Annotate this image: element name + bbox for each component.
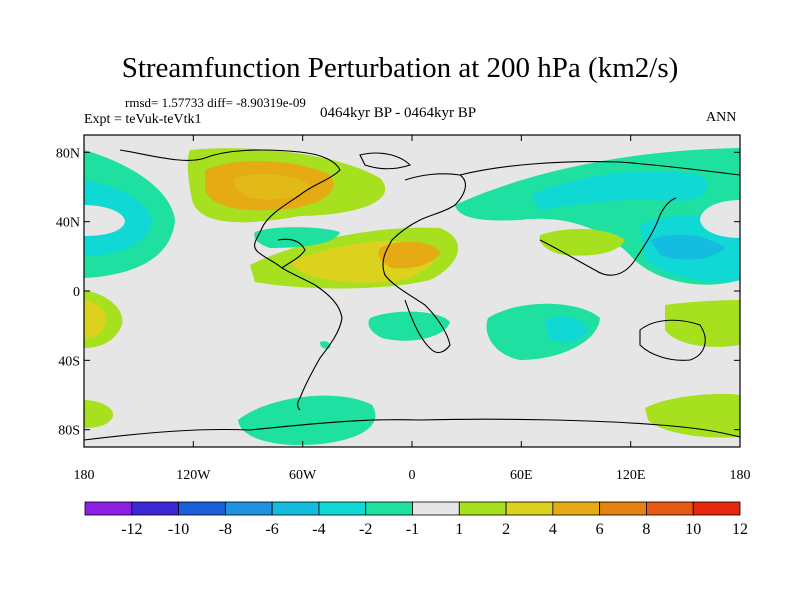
lat-tick-label: 80S [58, 424, 80, 439]
colorbar-swatch [458, 501, 507, 516]
americas-coastline [119, 149, 343, 411]
colorbar-swatch [224, 501, 273, 516]
experiment-label: Expt = teVuk-teVtk1 [84, 112, 202, 127]
lon-tick-label: 180 [730, 468, 751, 483]
colorbar-swatch [84, 501, 133, 516]
colorbar-label: 6 [596, 521, 604, 538]
contour-region [368, 311, 450, 341]
colorbar-label: -8 [219, 521, 232, 538]
lat-tick-label: 0 [73, 285, 80, 300]
colorbar-label: -10 [168, 521, 189, 538]
central-america-coastline [277, 238, 306, 269]
colorbar-swatch [271, 501, 320, 516]
contour-region [530, 171, 708, 210]
colorbar-label: -12 [121, 521, 142, 538]
period-label: 0464kyr BP - 0464kyr BP [320, 105, 477, 121]
colorbar-label: -6 [265, 521, 278, 538]
season-label: ANN [706, 110, 737, 125]
antarctica-coastline [84, 418, 740, 441]
lat-axis: 80N 40N 0 40S 80S [56, 146, 740, 439]
lon-tick-label: 60E [510, 468, 533, 483]
colorbar-swatch [365, 501, 413, 516]
stats-label: rmsd= 1.57733 diff= -8.90319e-09 [125, 95, 306, 110]
colorbar-label: 8 [642, 521, 650, 538]
contour-region [665, 300, 740, 347]
colorbar-swatch [646, 501, 694, 516]
colorbar-label: -2 [359, 521, 372, 538]
contour-region [234, 174, 310, 200]
lon-tick-label: 0 [409, 468, 416, 483]
asia-south-coastline [539, 197, 677, 276]
contour-region [84, 205, 125, 236]
contour-region [545, 316, 588, 343]
colorbar-swatch [505, 501, 554, 516]
colorbar-label: -4 [312, 521, 325, 538]
lon-tick-label: 60W [289, 468, 317, 483]
contour-region [645, 393, 740, 438]
colorbar-swatch [599, 501, 647, 516]
contour-region [539, 228, 625, 256]
australia-coastline [639, 319, 706, 361]
colorbar-swatch [412, 501, 460, 516]
contour-fill [84, 148, 740, 445]
greenland-coastline [359, 152, 412, 170]
contour-region [254, 227, 340, 248]
colorbar-label: 1 [455, 521, 463, 538]
colorbar-swatch [131, 501, 179, 516]
lon-tick-label: 120W [176, 468, 211, 483]
colorbar-label: -1 [406, 521, 419, 538]
contour-region [650, 234, 725, 260]
contour-region [84, 300, 107, 338]
contour-region [378, 241, 440, 269]
contour-region [238, 395, 376, 445]
colorbar-label: 2 [502, 521, 510, 538]
lon-tick-label: 180 [74, 468, 95, 483]
colorbar-swatch [552, 501, 601, 516]
lat-tick-label: 40S [58, 354, 80, 369]
colorbar-label: 4 [549, 521, 557, 538]
colorbar: -12 -10 -8 -6 -4 -2 -1 1 2 4 6 8 10 12 [84, 501, 748, 538]
asia-north-coastline [459, 161, 740, 176]
lon-axis: 180 120W 60W 0 60E 120E 180 [74, 135, 751, 483]
colorbar-swatch [318, 501, 367, 516]
colorbar-swatch [178, 501, 226, 516]
contour-region [205, 160, 334, 211]
europe-africa-coastline [382, 173, 466, 354]
coastlines [84, 149, 740, 441]
colorbar-label: 10 [685, 521, 701, 538]
map-title: Streamfunction Perturbation at 200 hPa (… [121, 52, 679, 84]
colorbar-swatch [692, 501, 741, 516]
lat-tick-label: 80N [56, 146, 80, 161]
colorbar-label: 12 [732, 521, 748, 538]
lat-tick-label: 40N [56, 216, 80, 231]
lon-tick-label: 120E [616, 468, 646, 483]
contour-region [700, 200, 740, 238]
contour-region [84, 400, 114, 428]
